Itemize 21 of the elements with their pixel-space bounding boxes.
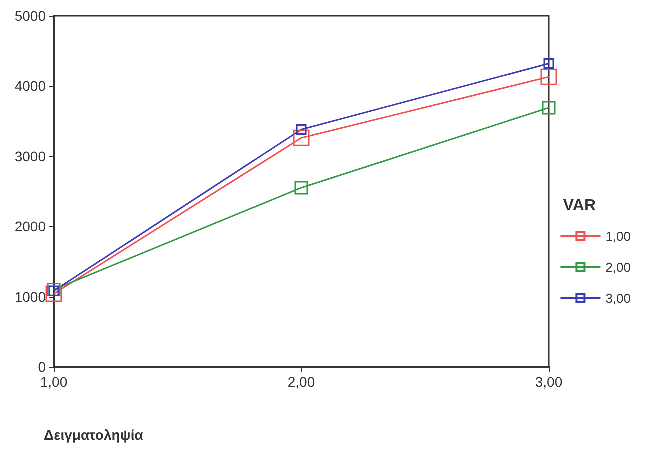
x-tick-label: 3,00 xyxy=(535,374,563,390)
x-tick-label: 2,00 xyxy=(288,374,316,390)
y-tick-label: 4000 xyxy=(14,78,46,94)
point xyxy=(540,68,558,86)
y-tick-label: 3000 xyxy=(14,148,46,164)
legend-label: 1,00 xyxy=(606,229,632,244)
point xyxy=(296,124,307,135)
point xyxy=(293,130,310,146)
y-tick-label: 0 xyxy=(38,359,46,375)
point xyxy=(46,286,62,302)
y-tick-label: 2000 xyxy=(14,218,46,235)
legend-label: 2,00 xyxy=(606,260,632,275)
x-axis-title: Δειγματοληψία xyxy=(44,427,144,443)
y-tick-label: 1000 xyxy=(14,288,46,305)
point xyxy=(294,181,308,195)
legend-title: VAR xyxy=(563,198,596,214)
point xyxy=(542,101,556,115)
x-tick-label: 1,00 xyxy=(40,374,68,390)
legend-label: 3,00 xyxy=(606,291,632,306)
point xyxy=(544,58,554,69)
y-tick-label: 5000 xyxy=(14,8,46,24)
